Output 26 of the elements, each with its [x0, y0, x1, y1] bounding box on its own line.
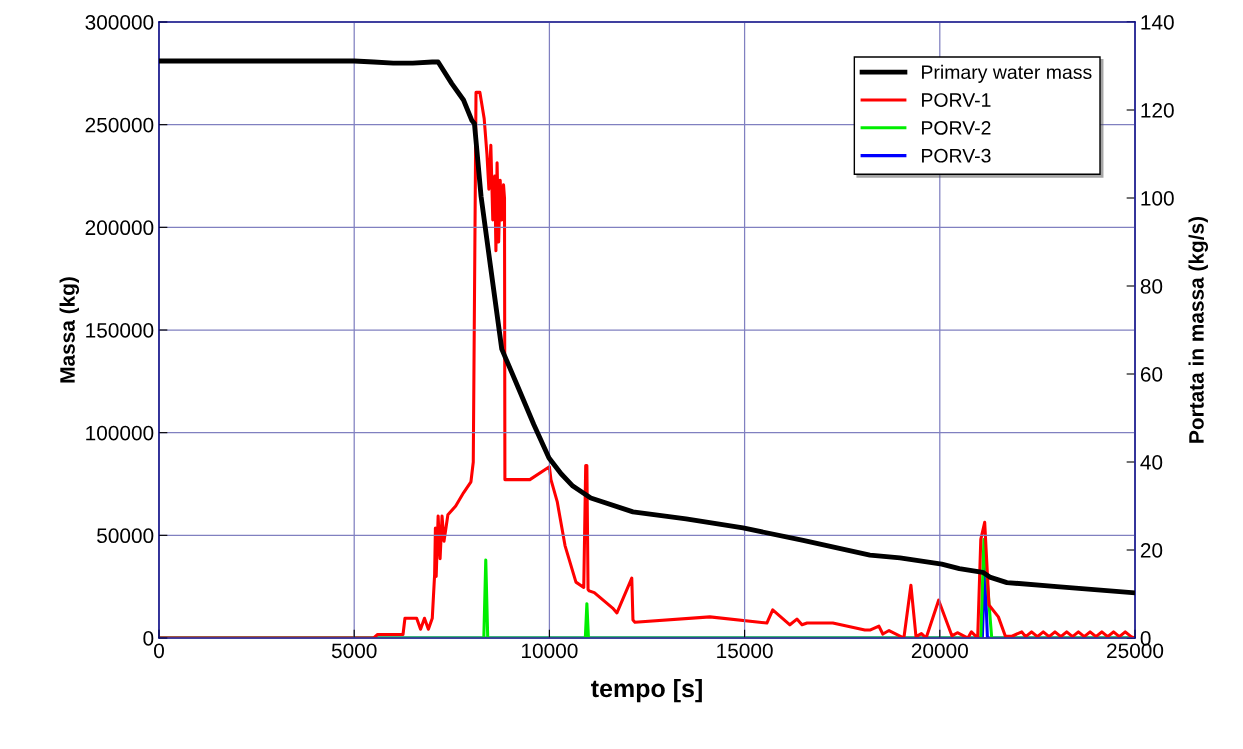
- y2-tick-label: 100: [1141, 191, 1174, 206]
- x-tick-label: 20000: [911, 643, 968, 659]
- x-tick-label: 0: [154, 643, 164, 659]
- y-tick-label: 100000: [86, 425, 154, 441]
- y-tick-label: 200000: [85, 220, 154, 236]
- y2-tick-label: 120: [1141, 103, 1174, 118]
- y2-tick-label: 60: [1140, 367, 1163, 382]
- y-tick-label: 0: [143, 631, 154, 646]
- legend-label: Primary water mass: [922, 64, 1092, 83]
- y2-tick-label: 80: [1140, 279, 1163, 294]
- x-tick-label: 15000: [717, 643, 773, 659]
- y-tick-label: 50000: [97, 528, 154, 544]
- legend-label: PORV-3: [922, 148, 991, 163]
- legend-label: PORV-2: [922, 120, 991, 135]
- y2-tick-label: 40: [1140, 455, 1163, 470]
- y-tick-label: 150000: [86, 323, 154, 338]
- y2-tick-label: 20: [1140, 543, 1163, 558]
- x-axis-title: tempo [s]: [591, 678, 702, 703]
- x-tick-label: 5000: [331, 643, 377, 659]
- y-tick-label: 300000: [85, 15, 154, 30]
- y-axis-title: Massa (kg): [59, 277, 80, 383]
- y2-axis-title: Portata in massa (kg/s): [1188, 216, 1209, 443]
- y2-tick-label: 140: [1141, 15, 1174, 30]
- x-tick-label: 10000: [522, 643, 578, 659]
- y-tick-label: 250000: [85, 117, 154, 133]
- legend-label: PORV-1: [922, 93, 991, 107]
